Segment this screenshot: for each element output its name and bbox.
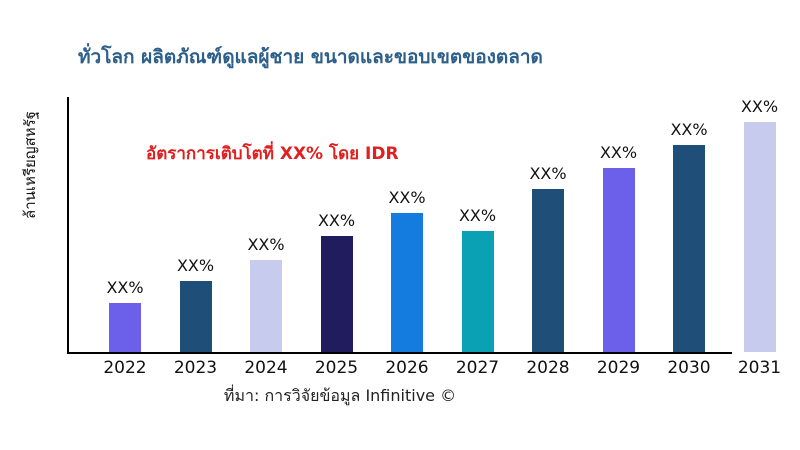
bar-2023 [179, 281, 212, 352]
x-tick-2022: 2022 [103, 358, 147, 378]
bar-value-label-2031: XX% [740, 97, 779, 116]
x-tick-2028: 2028 [526, 358, 570, 378]
bar-value-label-2024: XX% [247, 235, 285, 254]
x-tick-2030: 2030 [667, 358, 711, 378]
chart-title: ทั่วโลก ผลิตภัณฑ์ดูแลผู้ชาย ขนาดและขอบเข… [78, 46, 543, 68]
x-axis-line [67, 352, 732, 354]
bar-2031 [743, 122, 776, 352]
x-tick-2026: 2026 [385, 358, 429, 378]
bar-2026 [391, 213, 423, 352]
growth-rate-annotation: อัตราการเติบโตที่ XX% โดย IDR [146, 144, 399, 164]
bar-value-label-2023: XX% [176, 256, 215, 275]
source-note: ที่มา: การวิจัยข้อมูล Infinitive © [223, 386, 457, 405]
bar-value-label-2028: XX% [529, 164, 567, 183]
y-axis-label: ล้านเหรียญสหรัฐ [21, 111, 39, 219]
bar-2028 [532, 189, 564, 352]
bar-2022 [109, 303, 141, 352]
bar-2027 [461, 231, 494, 352]
bar-2024 [250, 260, 282, 352]
bar-value-label-2025: XX% [317, 211, 356, 230]
x-tick-2029: 2029 [596, 358, 641, 378]
bar-value-label-2030: XX% [670, 120, 708, 139]
x-tick-2031: 2031 [737, 358, 782, 378]
bar-2029 [602, 168, 635, 352]
y-axis-line [67, 97, 69, 354]
x-tick-2023: 2023 [173, 358, 218, 378]
bar-2030 [673, 145, 705, 352]
bar-2025 [320, 236, 353, 352]
bar-value-label-2022: XX% [106, 278, 144, 297]
x-tick-2024: 2024 [244, 358, 288, 378]
x-tick-2027: 2027 [455, 358, 500, 378]
x-tick-2025: 2025 [314, 358, 359, 378]
bar-value-label-2026: XX% [388, 188, 426, 207]
bar-value-label-2029: XX% [599, 143, 638, 162]
bar-value-label-2027: XX% [458, 206, 497, 225]
